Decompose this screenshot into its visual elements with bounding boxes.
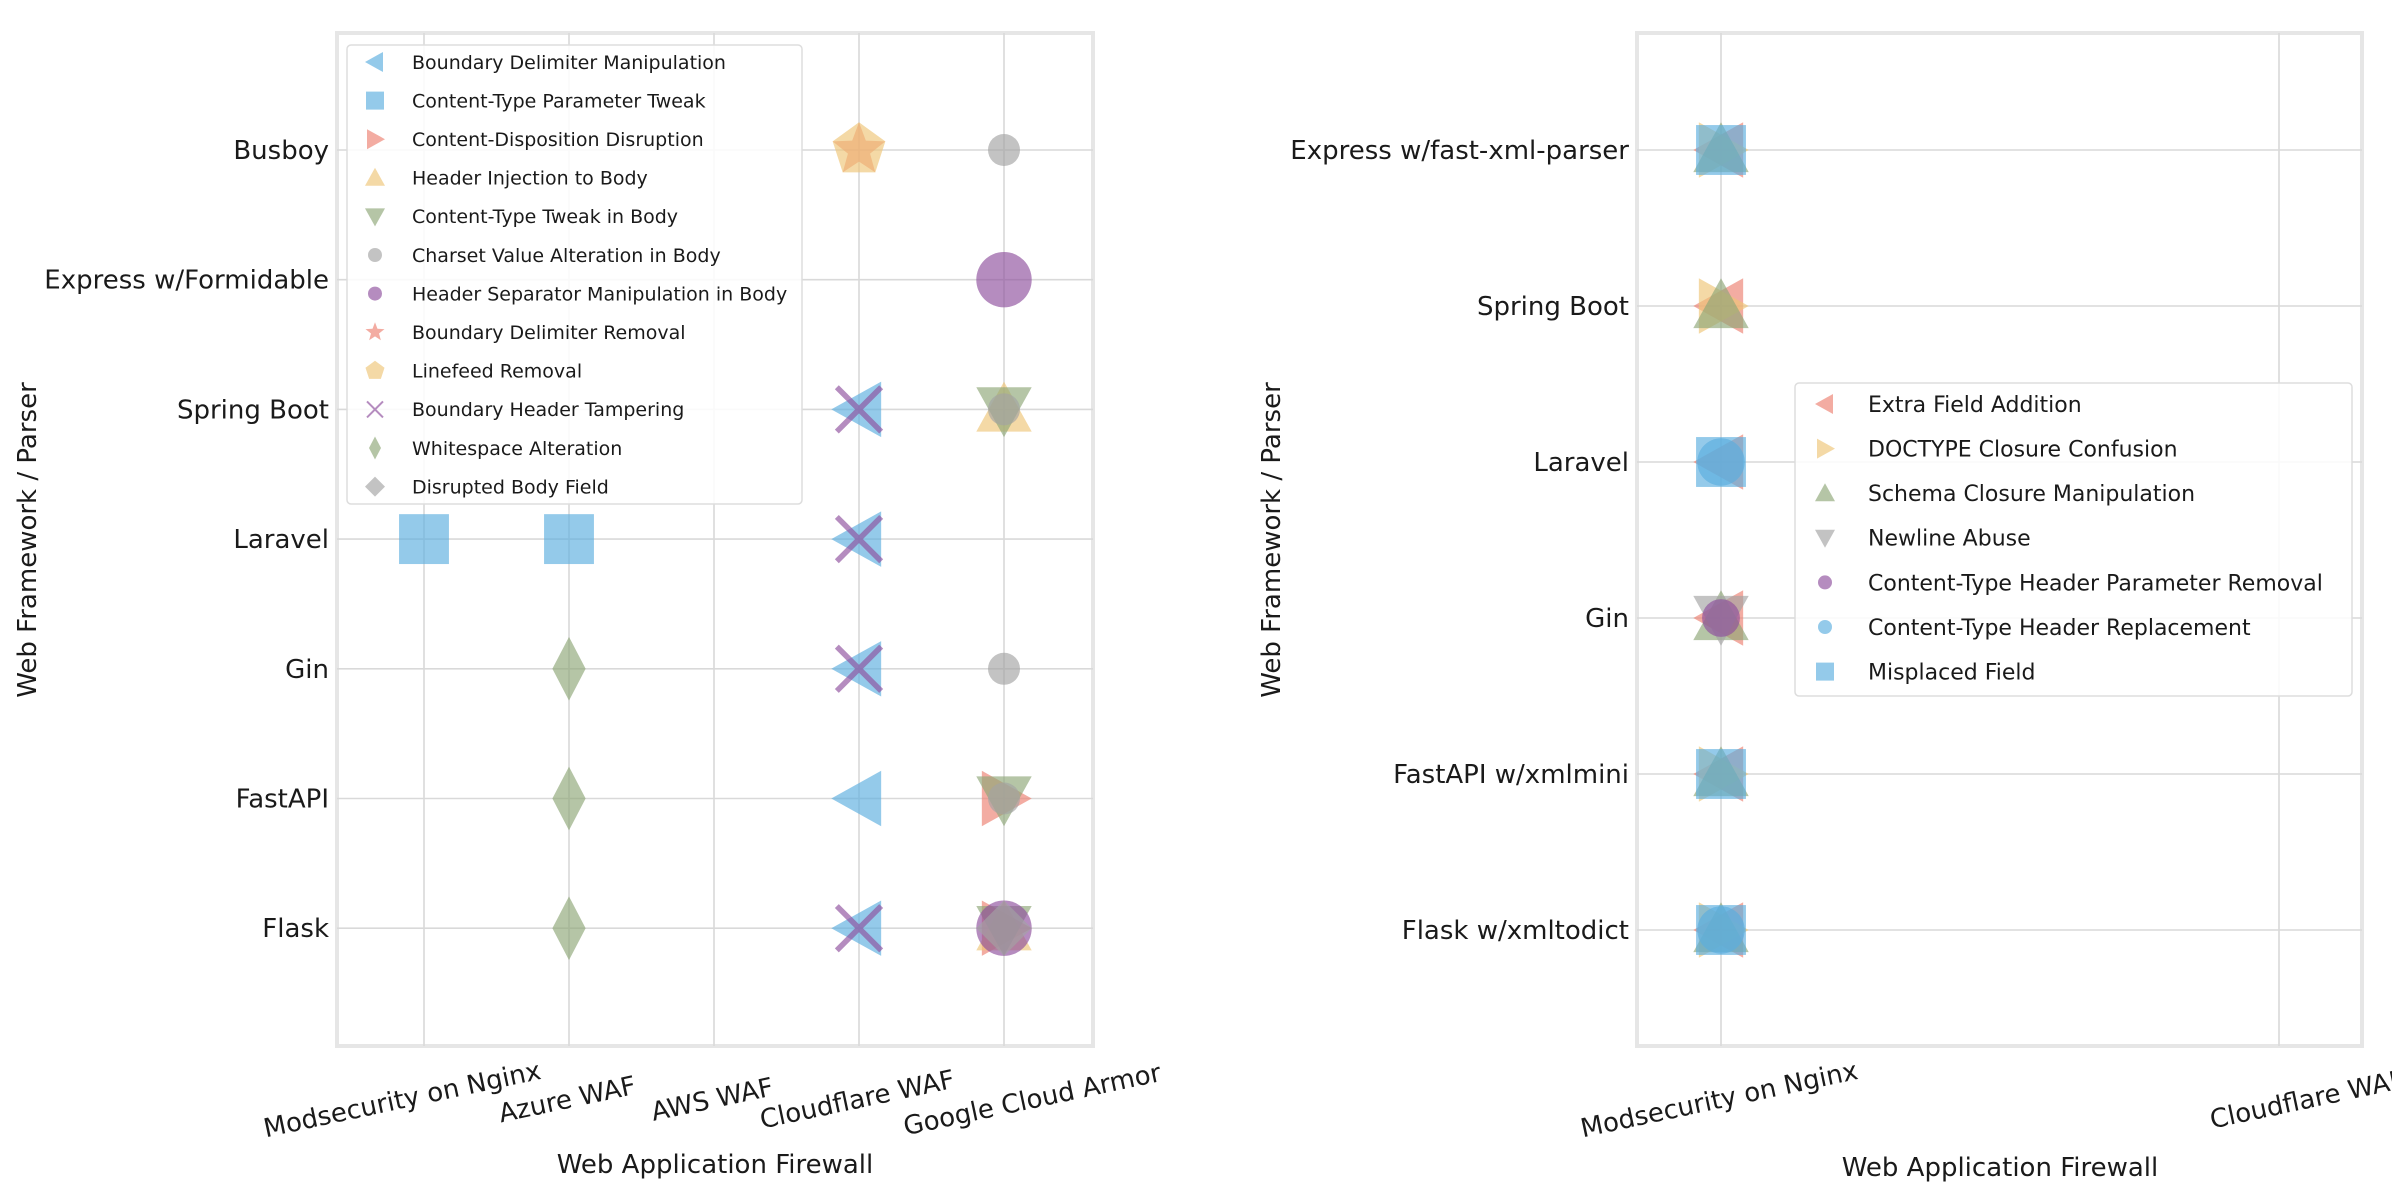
data-point-content-type-header-parameter-removal bbox=[1702, 599, 1740, 637]
data-point-misplaced-field bbox=[1696, 125, 1746, 175]
legend-marker-header-separator-manipulation-in-body bbox=[368, 286, 382, 301]
y-axis-title: Web Framework / Parser bbox=[1257, 382, 1287, 698]
legend-label-boundary-delimiter-manipulation: Boundary Delimiter Manipulation bbox=[412, 52, 726, 74]
data-point-boundary-header-tampering bbox=[834, 644, 884, 693]
legend-marker-whitespace-alteration bbox=[369, 436, 381, 460]
y-tick-label-laravel: Laravel bbox=[1533, 448, 1629, 478]
data-point-charset-value-alteration-in-body bbox=[988, 134, 1020, 166]
data-point-charset-value-alteration-in-body bbox=[988, 652, 1020, 685]
legend-label-content-type-tweak-in-body: Content-Type Tweak in Body bbox=[412, 206, 678, 228]
data-point-whitespace-alteration bbox=[552, 636, 586, 701]
legend-marker-header-injection-to-body bbox=[365, 167, 385, 186]
y-tick-label-laravel: Laravel bbox=[233, 525, 329, 555]
plot-area-frame bbox=[1635, 31, 2364, 1048]
x-tick-label-modsecurity-on-nginx: Modsecurity on Nginx bbox=[1578, 1056, 1861, 1144]
data-point-charset-value-alteration-in-body bbox=[988, 782, 1020, 815]
legend-marker-boundary-delimiter-manipulation bbox=[365, 52, 383, 72]
data-point-disrupted-body-field bbox=[976, 900, 1032, 956]
legend-label-misplaced-field: Misplaced Field bbox=[1868, 661, 2035, 686]
data-point-boundary-header-tampering bbox=[834, 514, 884, 564]
y-tick-label-fastapi: FastAPI bbox=[236, 785, 329, 815]
y-tick-label-gin: Gin bbox=[285, 655, 329, 685]
data-point-header-separator-manipulation-in-body bbox=[976, 251, 1032, 308]
y-tick-label-express-w-formidable: Express w/Formidable bbox=[44, 266, 329, 296]
data-point-whitespace-alteration bbox=[552, 896, 586, 961]
legend-marker-content-disposition-disruption bbox=[367, 129, 385, 150]
chart-panel-2: Modsecurity on Nginx Cloudflare WAF Expres… bbox=[1257, 31, 2392, 1182]
legend-marker-disrupted-body-field bbox=[365, 476, 385, 497]
data-point-linefeed-removal bbox=[832, 122, 886, 173]
legend-label-boundary-header-tampering: Boundary Header Tampering bbox=[412, 399, 684, 421]
legend-marker-boundary-header-tampering bbox=[366, 400, 384, 419]
legend bbox=[1794, 382, 2353, 697]
data-point-boundary-header-tampering bbox=[834, 904, 884, 953]
legend-label-whitespace-alteration: Whitespace Alteration bbox=[412, 438, 622, 460]
legend-marker-newline-abuse bbox=[1815, 529, 1835, 548]
x-tick-label-aws-waf: AWS WAF bbox=[649, 1073, 776, 1128]
data-point-boundary-header-tampering bbox=[834, 385, 884, 434]
legend-marker-boundary-delimiter-removal bbox=[365, 322, 385, 341]
y-tick-label-flask-w-xmltodict: Flask w/xmltodict bbox=[1402, 916, 1629, 946]
data-point-boundary-delimiter-manipulation bbox=[831, 770, 882, 827]
y-tick-label-spring-boot: Spring Boot bbox=[1477, 292, 1629, 322]
y-tick-label-busboy: Busboy bbox=[233, 136, 329, 166]
legend-label-newline-abuse: Newline Abuse bbox=[1868, 527, 2031, 552]
legend-marker-extra-field-addition bbox=[1815, 394, 1833, 414]
legend-label-header-separator-manipulation-in-body: Header Separator Manipulation in Body bbox=[412, 283, 787, 305]
data-point-misplaced-field bbox=[1696, 905, 1746, 955]
y-tick-label-fastapi-w-xmlmini: FastAPI w/xmlmini bbox=[1393, 760, 1629, 790]
y-axis-title: Web Framework / Parser bbox=[13, 382, 43, 698]
y-tick-label-gin: Gin bbox=[1585, 604, 1629, 634]
legend-marker-content-type-header-parameter-removal bbox=[1818, 575, 1832, 590]
legend-label-content-disposition-disruption: Content-Disposition Disruption bbox=[412, 129, 704, 151]
legend bbox=[346, 44, 803, 505]
legend-label-extra-field-addition: Extra Field Addition bbox=[1868, 393, 2082, 418]
legend-marker-misplaced-field bbox=[1816, 662, 1834, 681]
legend-marker-content-type-header-replacement bbox=[1818, 620, 1832, 634]
y-tick-label-flask: Flask bbox=[262, 914, 329, 944]
data-point-misplaced-field bbox=[1696, 437, 1746, 487]
data-point-whitespace-alteration bbox=[552, 766, 586, 831]
legend-marker-linefeed-removal bbox=[365, 360, 385, 379]
data-point-content-type-parameter-tweak bbox=[399, 514, 449, 565]
legend-label-header-injection-to-body: Header Injection to Body bbox=[412, 168, 648, 190]
y-tick-label-express-w-fast-xml-parser: Express w/fast-xml-parser bbox=[1290, 136, 1629, 166]
legend-label-disrupted-body-field: Disrupted Body Field bbox=[412, 476, 609, 498]
legend-marker-schema-closure-manipulation bbox=[1815, 483, 1835, 502]
legend-marker-doctype-closure-confusion bbox=[1817, 438, 1835, 459]
legend-label-schema-closure-manipulation: Schema Closure Manipulation bbox=[1868, 482, 2195, 507]
legend-label-content-type-parameter-tweak: Content-Type Parameter Tweak bbox=[412, 90, 706, 112]
y-tick-label-spring-boot: Spring Boot bbox=[177, 395, 329, 425]
x-axis-title: Web Application Firewall bbox=[557, 1150, 874, 1180]
x-tick-label-cloudflare-waf: Cloudflare WAF bbox=[2207, 1065, 2392, 1136]
data-point-misplaced-field bbox=[1696, 749, 1746, 799]
legend-label-linefeed-removal: Linefeed Removal bbox=[412, 361, 582, 383]
legend-marker-content-type-parameter-tweak bbox=[366, 91, 384, 110]
legend-marker-content-type-tweak-in-body bbox=[365, 208, 385, 227]
legend-label-doctype-closure-confusion: DOCTYPE Closure Confusion bbox=[1868, 438, 2178, 463]
legend-marker-charset-value-alteration-in-body bbox=[368, 248, 382, 262]
legend-label-content-type-header-replacement: Content-Type Header Replacement bbox=[1868, 616, 2251, 641]
x-axis-title: Web Application Firewall bbox=[1842, 1153, 2159, 1182]
legend-label-charset-value-alteration-in-body: Charset Value Alteration in Body bbox=[412, 245, 721, 267]
data-point-content-type-parameter-tweak bbox=[544, 514, 594, 565]
legend-label-boundary-delimiter-removal: Boundary Delimiter Removal bbox=[412, 322, 686, 344]
data-point-schema-closure-manipulation bbox=[1693, 278, 1749, 329]
legend-label-content-type-header-parameter-removal: Content-Type Header Parameter Removal bbox=[1868, 571, 2323, 596]
data-point-charset-value-alteration-in-body bbox=[988, 393, 1020, 426]
